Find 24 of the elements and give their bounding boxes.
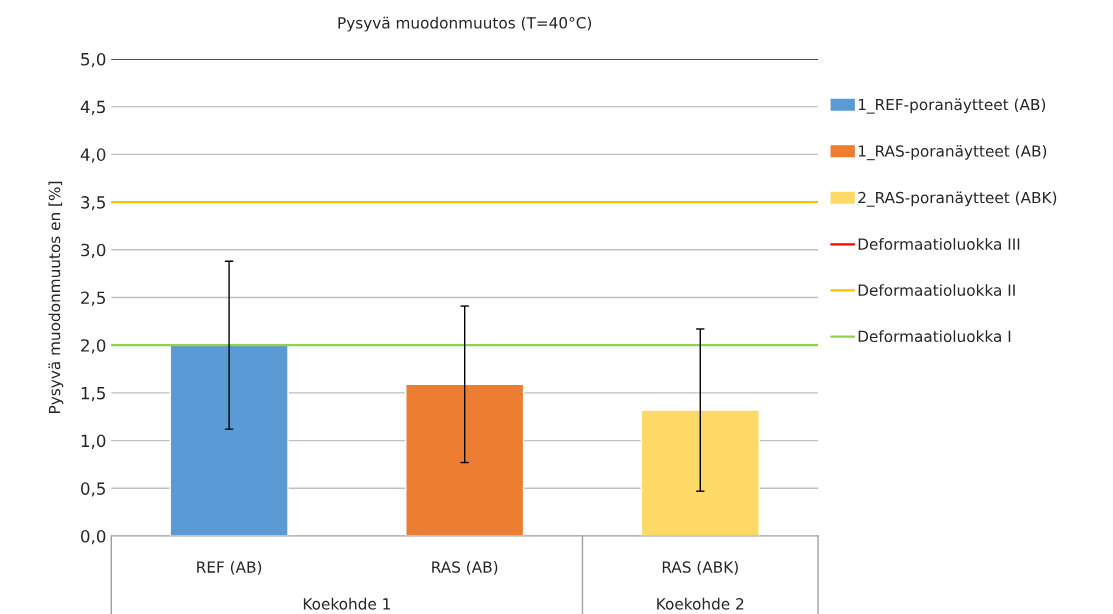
y-axis-title: Pysyvä muodonmuutos en [%] — [48, 181, 64, 413]
text: Koekohde 2 — [657, 597, 744, 610]
legend-label: 1_REF-poranäytteet (AB) — [858, 98, 1046, 114]
y-tick-label: 3,5 — [81, 196, 105, 211]
y-tick-label: 0,0 — [81, 529, 106, 545]
x-tick-label: RAS (ABK) — [662, 561, 738, 575]
y-tick-label: 3,0 — [81, 243, 106, 259]
legend-label: 1_RAS-poranäytteet (AB) — [858, 145, 1047, 161]
y-tick-label: 4,5 — [80, 100, 105, 115]
text: Koekohde 1 — [303, 597, 390, 610]
y-tick-label: 0,5 — [81, 482, 105, 497]
y-tick-label: 2,0 — [81, 339, 106, 354]
x-tick-label: RAS (AB) — [432, 561, 498, 575]
legend-label: 2_RAS-poranäytteet (ABK) — [858, 191, 1057, 207]
y-tick-label: 1,0 — [81, 434, 106, 449]
y-tick-label: 1,5 — [81, 387, 105, 402]
legend-label: Deformaatioluokka II — [858, 284, 1015, 296]
y-tick-label: 4,0 — [80, 148, 106, 163]
ref-line-label: Deformaatioluokka I — [858, 330, 1011, 343]
y-tick-label: 2,5 — [81, 291, 105, 306]
chart-title: Pysyvä muodonmuutos (T=40°C) — [338, 16, 592, 32]
legend-label: Deformaatioluokka III — [858, 238, 1020, 250]
x-tick-label: REF (AB) — [197, 561, 262, 575]
y-tick-label: 5,0 — [81, 52, 106, 68]
